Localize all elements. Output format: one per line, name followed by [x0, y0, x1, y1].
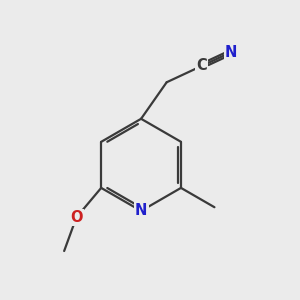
- Text: O: O: [70, 210, 82, 225]
- Text: N: N: [225, 45, 238, 60]
- Text: C: C: [196, 58, 207, 74]
- Text: N: N: [135, 203, 147, 218]
